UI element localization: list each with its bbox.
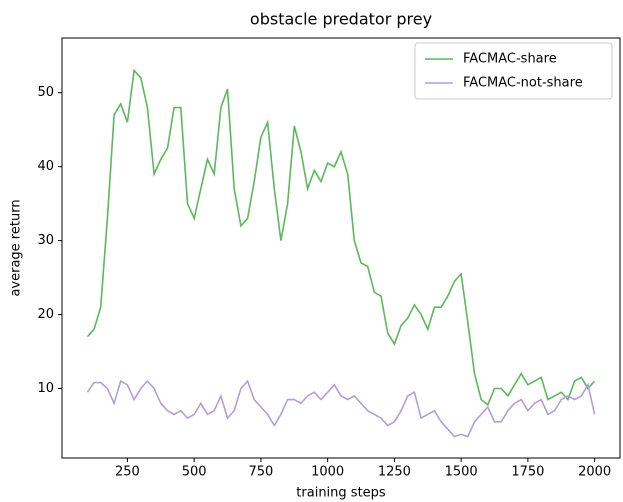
y-tick-label: 10: [37, 381, 54, 396]
y-tick-label: 30: [37, 233, 54, 248]
x-tick-label: 1250: [378, 465, 411, 480]
y-tick-label: 50: [37, 85, 54, 100]
y-tick-label: 40: [37, 159, 54, 174]
legend-box: [414, 42, 613, 100]
legend-label: FACMAC-share: [463, 52, 557, 67]
y-axis-label: average return: [9, 199, 24, 296]
x-axis-label: training steps: [296, 486, 386, 501]
x-tick-label: 1750: [511, 465, 544, 480]
y-tick-label: 20: [37, 307, 54, 322]
chart-title: obstacle predator prey: [250, 10, 432, 29]
plot-frame: [61, 37, 621, 459]
x-tick-label: 500: [182, 465, 207, 480]
legend-label: FACMAC-not-share: [463, 76, 583, 91]
x-tick-label: 750: [248, 465, 273, 480]
x-tick-label: 250: [115, 465, 140, 480]
x-tick-label: 2000: [578, 465, 611, 480]
series-line: [86, 68, 596, 407]
x-tick-label: 1500: [445, 465, 478, 480]
x-tick-label: 1000: [311, 465, 344, 480]
series-line: [86, 379, 596, 438]
